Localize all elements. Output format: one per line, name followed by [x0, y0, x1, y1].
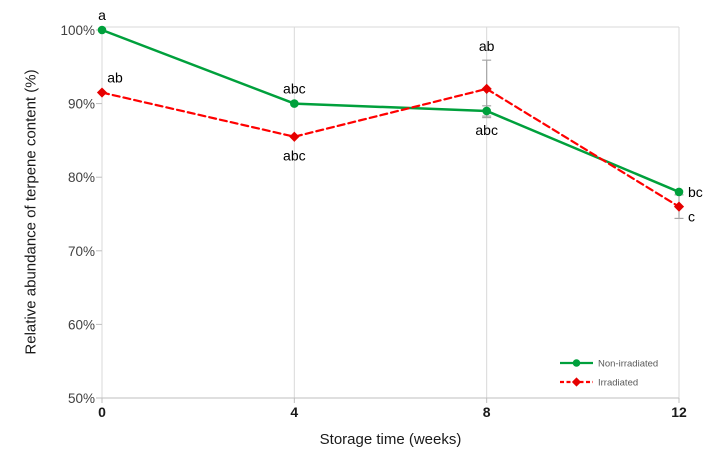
data-point-marker	[482, 106, 491, 116]
x-tick-label: 8	[483, 404, 491, 420]
legend-marker-irradiated	[571, 377, 582, 387]
data-point-marker	[673, 201, 685, 212]
y-tick-label: 70%	[68, 244, 95, 259]
y-tick-label: 60%	[68, 317, 95, 332]
point-label: c	[688, 209, 695, 225]
point-label: bc	[688, 184, 703, 200]
y-axis-title: Relative abundance of terpene content (%…	[22, 69, 40, 355]
x-axis-title: Storage time (weeks)	[319, 431, 462, 448]
data-point-marker	[674, 187, 684, 197]
x-tick-label: 4	[290, 404, 298, 420]
point-label: abc	[283, 81, 306, 97]
data-point-marker	[481, 83, 492, 94]
x-tick-label: 12	[671, 404, 687, 420]
point-label: a	[98, 7, 106, 23]
legend-label-irradiated: Irradiated	[598, 378, 638, 389]
y-tick-label: 80%	[68, 170, 95, 185]
legend-marker-non-irradiated	[572, 359, 581, 367]
point-label: ab	[479, 38, 495, 54]
data-point-marker	[96, 87, 108, 98]
y-tick-label: 50%	[68, 391, 95, 406]
legend-label-non-irradiated: Non-irradiated	[598, 359, 658, 370]
series-line-irradiated	[100, 87, 681, 208]
x-tick-label: 0	[98, 404, 106, 420]
y-tick-label: 100%	[60, 23, 95, 38]
point-label: abc	[283, 148, 306, 164]
data-point-marker	[289, 131, 300, 142]
point-label: abc	[475, 122, 498, 138]
y-tick-label: 90%	[68, 97, 95, 112]
point-label: ab	[107, 70, 123, 86]
data-point-marker	[290, 99, 299, 108]
data-point-marker	[97, 25, 107, 35]
series-line-non-irradiated	[100, 28, 681, 194]
